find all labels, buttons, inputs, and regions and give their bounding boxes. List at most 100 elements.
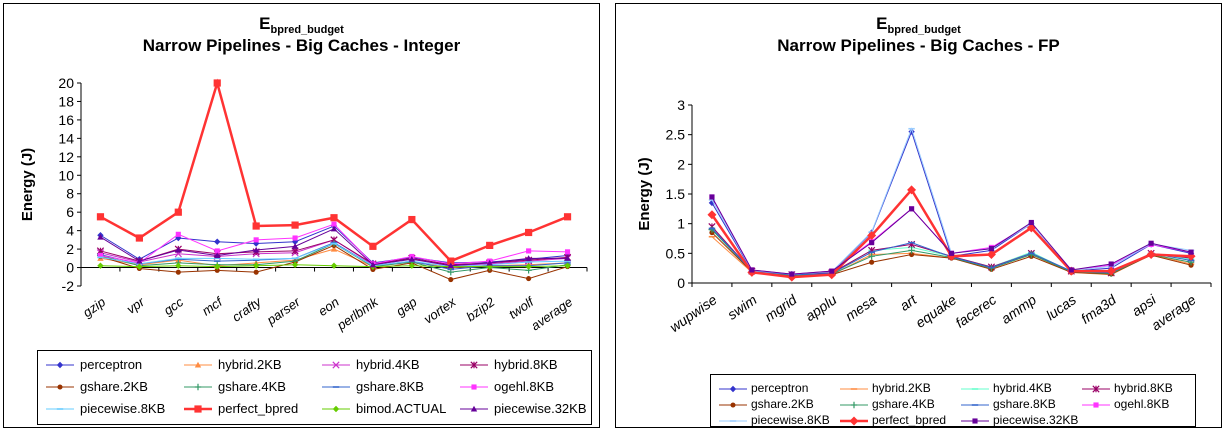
x-tick-label: gap: [393, 294, 419, 319]
x-tick-label: facerec: [952, 291, 999, 330]
x-tick-label: perlbmk: [333, 293, 382, 333]
data-point: [707, 210, 717, 220]
data-point: [252, 262, 260, 269]
data-point: [175, 269, 181, 275]
legend-label: perceptron: [80, 357, 143, 372]
data-point: [291, 221, 299, 229]
y-tick-label: 1: [677, 216, 685, 232]
data-point: [96, 213, 105, 221]
data-point: [330, 225, 338, 232]
y-tick-label: 2.5: [666, 127, 686, 143]
data-point: [292, 235, 298, 241]
plot-area-fp: 0 0.5 1 1.5 2 2.5 3 wupwise swim mgrid applu mesa ar…: [636, 97, 1212, 335]
x-tick-label: parser: [263, 294, 303, 328]
legend-marker: [1093, 402, 1099, 408]
legend-swatch: [1082, 385, 1110, 393]
chart-integer: Ebpred_budget Narrow Pipelines - Big Cac…: [3, 3, 600, 428]
data-point: [369, 242, 377, 250]
legend-marker: [56, 361, 64, 369]
legend-swatch: [460, 384, 488, 390]
y-tick-label: 0.5: [666, 245, 686, 261]
data-point: [789, 271, 795, 277]
x-tick-label: mesa: [842, 291, 879, 324]
legend-marker: [729, 385, 737, 393]
y-tick-label: 8: [66, 186, 74, 202]
chart-title: Narrow Pipelines - Big Caches - FP: [777, 36, 1060, 55]
data-point: [869, 259, 875, 265]
y-axis-label: Energy (J): [19, 148, 36, 221]
data-point: [136, 263, 143, 270]
data-point: [214, 267, 220, 273]
series-gshare.4KB: [97, 240, 571, 276]
x-tick-label: mcf: [199, 293, 226, 318]
x-tick-label: eon: [315, 294, 341, 319]
data-point: [909, 206, 915, 212]
data-point: [525, 263, 532, 270]
legend-label: perceptron: [751, 381, 809, 395]
data-point: [708, 199, 716, 207]
x-tick-label: bzip2: [463, 294, 498, 325]
legend-swatch: [1082, 402, 1110, 408]
data-point: [291, 243, 299, 249]
legend-swatch: [322, 361, 350, 369]
data-point: [907, 185, 917, 195]
y-tick-label: 16: [58, 112, 74, 128]
y-tick-label: 20: [58, 75, 74, 91]
legend-label: gshare.8KB: [993, 397, 1056, 411]
data-point: [330, 245, 338, 252]
legend-swatch: [719, 420, 747, 422]
legend-label: hybrid.4KB: [356, 357, 420, 372]
legend-label: hybrid.8KB: [1114, 381, 1173, 395]
data-point: [253, 269, 259, 275]
y-tick-label: 1.5: [666, 186, 686, 202]
data-point: [486, 241, 494, 249]
legend-label: hybrid.2KB: [872, 381, 931, 395]
legend-label: perfect_bpred: [218, 401, 299, 416]
y-tick-label: 6: [66, 204, 74, 220]
data-point: [136, 257, 143, 264]
x-tick-label: gcc: [161, 294, 187, 318]
legend-label: bimod.ACTUAL: [356, 401, 447, 416]
legend-label: gshare.2KB: [80, 379, 148, 394]
y-tick-label: 2: [677, 156, 685, 172]
legend-label: gshare.2KB: [751, 397, 814, 411]
series-line: [711, 196, 1192, 275]
data-point: [1068, 267, 1074, 273]
legend-marker: [471, 384, 477, 390]
data-point: [331, 221, 337, 227]
legend-marker: [194, 361, 202, 368]
legend-label: ogehl.8KB: [1114, 397, 1170, 411]
x-tick-label: ammp: [998, 291, 1039, 327]
series-line: [711, 196, 1192, 275]
data-point: [408, 256, 416, 262]
series-bimod.ACTUAL: [97, 261, 571, 270]
data-point: [175, 231, 181, 237]
legend-swatch: [840, 388, 868, 390]
legend-swatch: [961, 388, 989, 390]
legend-fp: perceptron hybrid.2KB hybrid.4KB hybrid.8KB…: [710, 374, 1196, 427]
legend-label: gshare.4KB: [872, 397, 935, 411]
legend-swatch: [322, 386, 350, 388]
legend-marker: [730, 402, 736, 408]
data-point: [253, 237, 259, 243]
legend-marker: [470, 405, 478, 412]
data-point: [448, 276, 454, 283]
data-point: [330, 214, 338, 222]
data-point: [291, 261, 299, 268]
legend-marker: [332, 361, 340, 369]
legend-swatch: [961, 404, 989, 406]
data-point: [214, 238, 221, 245]
data-point: [252, 246, 260, 253]
y-tick-label: 0: [66, 260, 74, 276]
legend-swatch: [46, 408, 74, 410]
legend-swatch: [719, 385, 747, 393]
legend-swatch: [46, 361, 74, 369]
legend-swatch: [322, 405, 350, 413]
chart-title-main: Ebpred_budget: [876, 14, 961, 36]
x-tick-label: art: [897, 291, 920, 314]
data-point: [1108, 261, 1114, 267]
data-point: [408, 262, 416, 269]
y-tick-label: 14: [58, 130, 74, 146]
series-perfect_bpred: [707, 185, 1196, 282]
data-point: [408, 215, 416, 224]
